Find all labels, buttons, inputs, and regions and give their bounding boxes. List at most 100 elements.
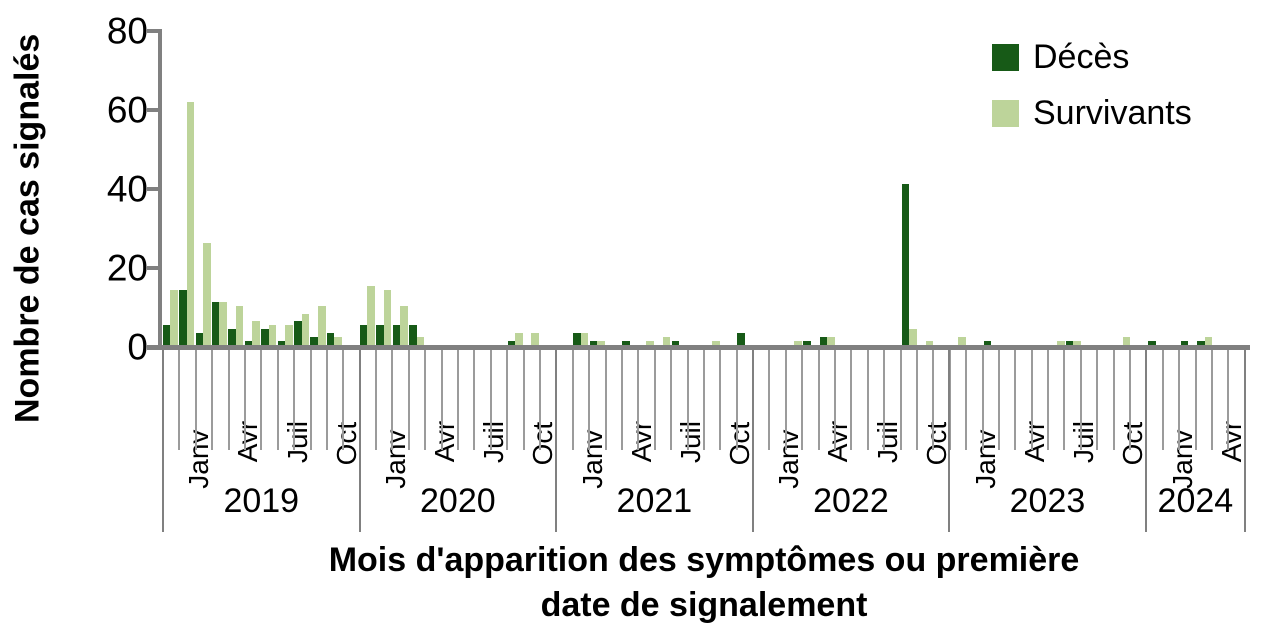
y-tick-label: 40 [106, 168, 148, 210]
survivants-bar [170, 290, 178, 345]
y-axis-line [158, 29, 162, 347]
month-group [261, 31, 277, 345]
month-tick: Juil [457, 350, 509, 463]
month-group [868, 31, 884, 345]
month-group [178, 31, 195, 345]
month-tick [1161, 350, 1178, 450]
month-tick [981, 350, 998, 450]
survivants-bar [531, 333, 540, 345]
survivants-bar [712, 341, 720, 345]
survivants-bar [515, 333, 523, 345]
month-group [901, 31, 917, 345]
month-group [704, 31, 720, 345]
month-tick: Avr [604, 350, 657, 462]
month-group [375, 31, 392, 345]
survivants-bar [909, 329, 917, 345]
month-group [507, 31, 523, 345]
survivants-bar [646, 341, 654, 345]
month-tick: Janv [752, 350, 804, 489]
month-group [934, 31, 950, 345]
y-tick-label: 60 [106, 89, 148, 131]
month-tick: Avr [407, 350, 460, 462]
month-group [293, 31, 310, 345]
month-tick: Avr [801, 350, 853, 462]
plot-area [162, 31, 1246, 345]
month-tick [440, 350, 457, 450]
survivants-bar [186, 101, 195, 345]
legend-swatch-icon [992, 99, 1019, 127]
month-tick [686, 350, 703, 450]
survivants-bar [203, 242, 211, 345]
month-group [228, 31, 244, 345]
month-tick [325, 350, 342, 450]
month-group [655, 31, 671, 345]
survivants-bar [958, 337, 966, 345]
month-group [688, 31, 704, 345]
month-group [671, 31, 687, 345]
deces-bar [310, 337, 318, 345]
month-tick [391, 350, 407, 450]
survivants-bar [400, 305, 408, 345]
month-tick: Avr [1194, 350, 1247, 462]
deces-bar [211, 301, 220, 345]
month-group [1229, 31, 1245, 345]
month-group [950, 31, 966, 345]
deces-bar [261, 329, 269, 345]
year-label: 2022 [813, 482, 889, 520]
deces-bar [392, 325, 401, 345]
month-tick: Janv [948, 350, 1001, 489]
month-tick [227, 350, 244, 450]
deces-bar [622, 341, 631, 345]
survivants-bar [580, 333, 589, 345]
month-tick [473, 350, 489, 450]
month-tick [1112, 350, 1129, 450]
month-tick: Juil [653, 350, 706, 463]
month-group [885, 31, 901, 345]
legend-label: Survivants [1033, 94, 1192, 132]
month-tick [489, 350, 506, 450]
month-group [195, 31, 211, 345]
month-tick [784, 350, 801, 450]
month-tick [1063, 350, 1079, 450]
deces-bar [1147, 341, 1156, 345]
month-tick [424, 350, 440, 450]
month-group [1147, 31, 1163, 345]
month-tick: Janv [358, 350, 411, 489]
survivants-bar [794, 341, 802, 345]
month-group [490, 31, 506, 345]
x-axis-title-line1: Mois d'apparition des symptômes ou premi… [328, 541, 1080, 579]
deces-bar [1180, 341, 1189, 345]
y-tick-label: 80 [106, 10, 148, 52]
y-tick-mark [147, 29, 158, 33]
deces-bar [326, 333, 335, 345]
month-group [441, 31, 457, 345]
legend-swatch-icon [992, 43, 1019, 71]
month-group [852, 31, 868, 345]
survivants-bar [235, 305, 244, 345]
month-tick: Oct [309, 350, 362, 465]
year-label: 2020 [420, 482, 496, 520]
month-tick: Juil [1047, 350, 1099, 463]
deces-bar [277, 341, 286, 345]
month-group [326, 31, 342, 345]
month-group [523, 31, 540, 345]
deces-bar [408, 325, 417, 345]
legend-item: Survivants [992, 96, 1192, 130]
month-group [1049, 31, 1065, 345]
survivants-bar [827, 337, 835, 345]
month-tick [276, 350, 293, 450]
deces-bar [195, 333, 204, 345]
month-tick [1079, 350, 1096, 450]
survivants-bar [925, 341, 934, 345]
month-tick: Juil [260, 350, 313, 463]
month-tick [1030, 350, 1047, 450]
deces-bar [671, 341, 680, 345]
deces-bar [737, 333, 745, 345]
month-tick [538, 350, 555, 450]
deces-bar [376, 325, 384, 345]
survivants-bar [252, 321, 260, 345]
month-tick: Oct [899, 350, 952, 465]
month-group [622, 31, 638, 345]
survivants-bar [367, 286, 375, 345]
